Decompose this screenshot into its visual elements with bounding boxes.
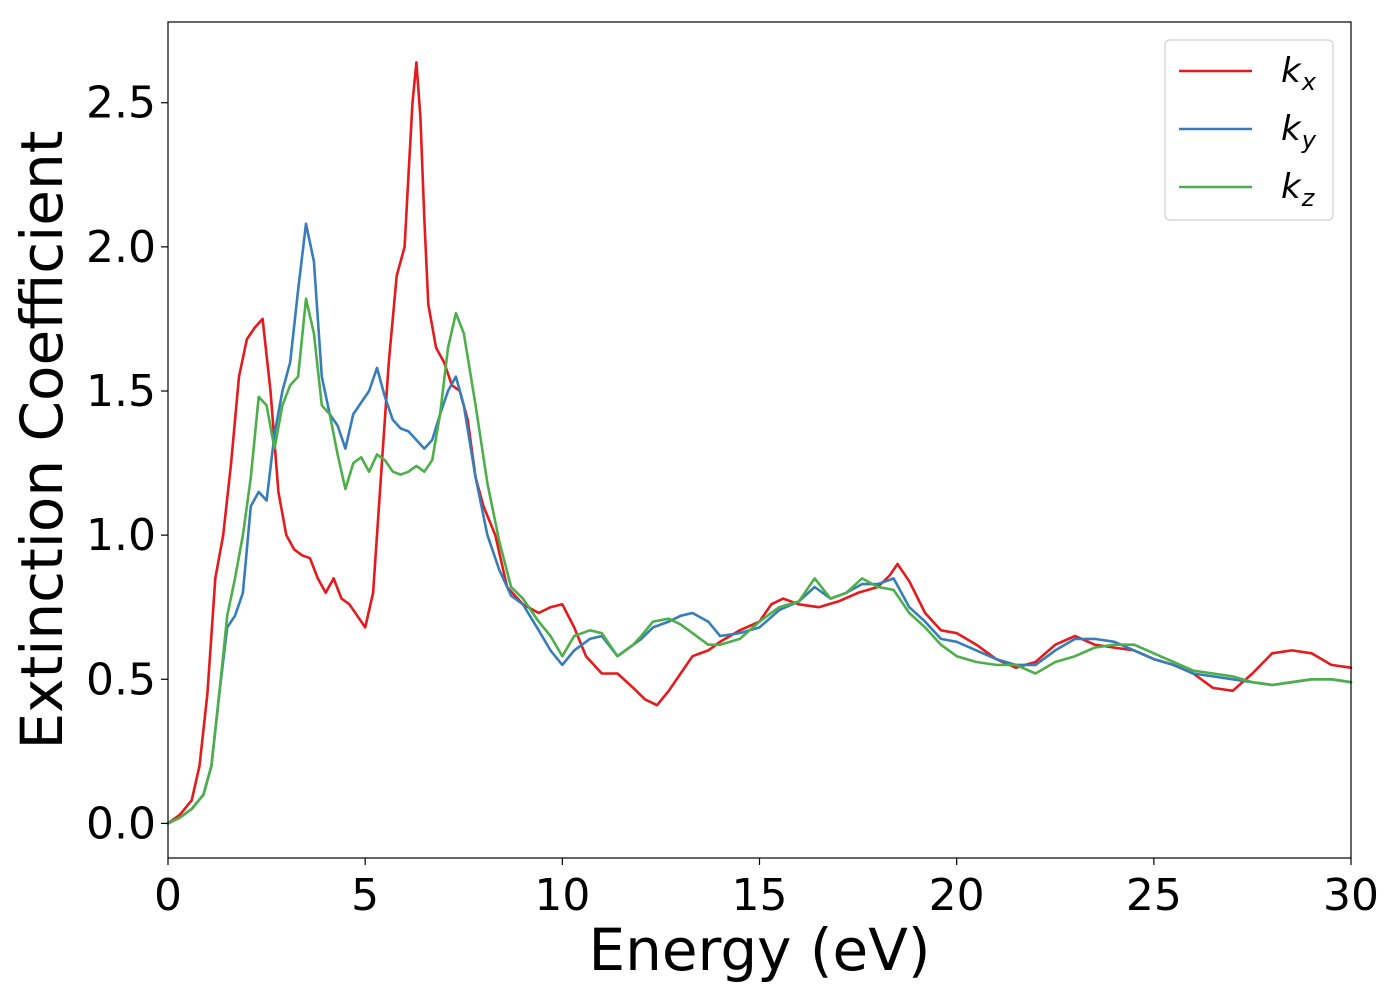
legend-label-subscript: x [1301, 68, 1317, 96]
x-tick-label: 10 [534, 870, 590, 921]
y-axis-title: Extinction Coefficient [8, 131, 76, 750]
legend-label-subscript: z [1301, 184, 1316, 212]
x-tick-label: 15 [732, 870, 788, 921]
series-layer [166, 61, 1353, 825]
y-tick-label: 1.0 [86, 510, 156, 561]
x-axis-ticks: 0 5 10 15 20 25 30 [154, 858, 1379, 921]
x-axis-title: Energy (eV) [588, 916, 930, 984]
y-tick-label: 2.5 [86, 78, 156, 129]
x-tick-label: 20 [929, 870, 985, 921]
y-tick-label: 0.0 [86, 798, 156, 849]
x-tick-label: 25 [1126, 870, 1182, 921]
y-tick-label: 0.5 [86, 654, 156, 705]
series-line-z [166, 297, 1353, 825]
x-tick-label: 0 [154, 870, 182, 921]
series-line-y [166, 222, 1353, 825]
legend-label-main: k [1281, 51, 1302, 91]
x-tick-label: 30 [1323, 870, 1379, 921]
legend-label-x: kx [1281, 51, 1317, 96]
legend-label-subscript: y [1301, 126, 1317, 154]
series-line-x [166, 61, 1353, 825]
plot-area [168, 22, 1351, 858]
legend-label-y: ky [1281, 109, 1317, 154]
y-tick-label: 2.0 [86, 222, 156, 273]
legend-label-main: k [1281, 167, 1302, 207]
legend-label-z: kz [1281, 167, 1316, 212]
y-tick-label: 1.5 [86, 366, 156, 417]
legend-label-main: k [1281, 109, 1302, 149]
y-axis-ticks: 0.0 0.5 1.0 1.5 2.0 2.5 [86, 78, 168, 849]
x-tick-label: 5 [351, 870, 379, 921]
